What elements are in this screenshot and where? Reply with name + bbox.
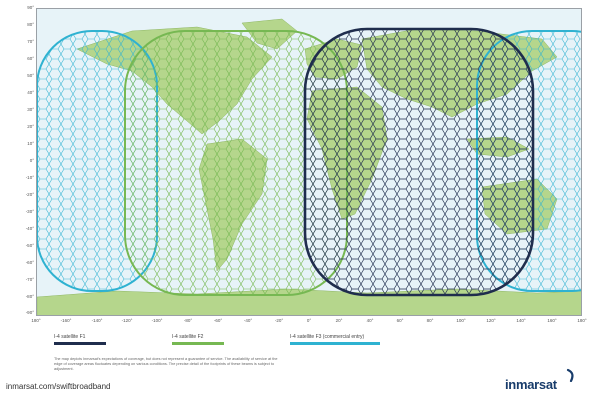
lon-tick: -100° bbox=[151, 318, 163, 323]
lon-tick: -40° bbox=[243, 318, 253, 323]
lat-tick: 20° bbox=[27, 124, 34, 129]
lon-tick: 100° bbox=[456, 318, 466, 323]
lat-tick: -70° bbox=[25, 277, 34, 282]
lat-tick: 90° bbox=[27, 5, 34, 10]
legend-item-f3: I-4 satellite F3 (commercial entry) bbox=[290, 334, 380, 345]
lat-tick: 80° bbox=[27, 22, 34, 27]
legend-line-f2-icon bbox=[172, 342, 224, 345]
lon-tick: -80° bbox=[183, 318, 193, 323]
legend-label: I-4 satellite F3 (commercial entry) bbox=[290, 334, 365, 340]
lon-tick: 180° bbox=[31, 318, 41, 323]
lon-tick: 180° bbox=[577, 318, 587, 323]
inmarsat-swoosh-icon bbox=[566, 368, 574, 382]
legend-item-f1: I-4 satellite F1 bbox=[54, 334, 106, 345]
lon-tick: -140° bbox=[91, 318, 103, 323]
map-legend: I-4 satellite F1 I-4 satellite F2 I-4 sa… bbox=[54, 334, 484, 354]
legend-label: I-4 satellite F2 bbox=[172, 334, 204, 340]
lon-tick: 20° bbox=[335, 318, 343, 323]
lon-tick: 60° bbox=[396, 318, 404, 323]
coverage-map-canvas bbox=[37, 9, 581, 315]
legend-item-f2: I-4 satellite F2 bbox=[172, 334, 224, 345]
footprint-f1 bbox=[303, 27, 535, 297]
coverage-disclaimer: The map depicts Inmarsat's expectations … bbox=[54, 357, 278, 371]
lat-tick: -90° bbox=[25, 310, 34, 315]
lat-tick: 60° bbox=[27, 56, 34, 61]
lon-tick: 0° bbox=[306, 318, 312, 323]
legend-label: I-4 satellite F1 bbox=[54, 334, 86, 340]
antarctica bbox=[37, 288, 581, 315]
lat-tick: 10° bbox=[27, 141, 34, 146]
inmarsat-logo: inmarsat bbox=[505, 368, 575, 392]
lat-tick: -80° bbox=[25, 294, 34, 299]
lon-tick: 40° bbox=[366, 318, 374, 323]
lat-tick: -10° bbox=[25, 175, 34, 180]
coverage-map bbox=[36, 8, 582, 316]
lat-tick: 40° bbox=[27, 90, 34, 95]
footer-link[interactable]: inmarsat.com/swiftbroadband bbox=[6, 382, 111, 391]
legend-line-f1-icon bbox=[54, 342, 106, 345]
lat-tick: -30° bbox=[25, 209, 34, 214]
lon-tick: 80° bbox=[426, 318, 434, 323]
lat-tick: 30° bbox=[27, 107, 34, 112]
lon-tick: -60° bbox=[213, 318, 223, 323]
lat-tick: 70° bbox=[27, 39, 34, 44]
lon-tick: 140° bbox=[516, 318, 526, 323]
lat-tick: -60° bbox=[25, 260, 34, 265]
legend-line-f3-icon bbox=[290, 342, 380, 345]
lat-tick: 0° bbox=[29, 158, 34, 163]
lon-tick: 160° bbox=[547, 318, 557, 323]
lat-tick: -20° bbox=[25, 192, 34, 197]
lat-tick: -50° bbox=[25, 243, 34, 248]
lon-tick: -160° bbox=[60, 318, 72, 323]
logo-wordmark: inmarsat bbox=[505, 377, 557, 392]
lon-tick: -20° bbox=[274, 318, 284, 323]
lat-tick: -40° bbox=[25, 226, 34, 231]
lon-tick: 120° bbox=[486, 318, 496, 323]
lon-tick: -120° bbox=[121, 318, 133, 323]
lat-tick: 50° bbox=[27, 73, 34, 78]
